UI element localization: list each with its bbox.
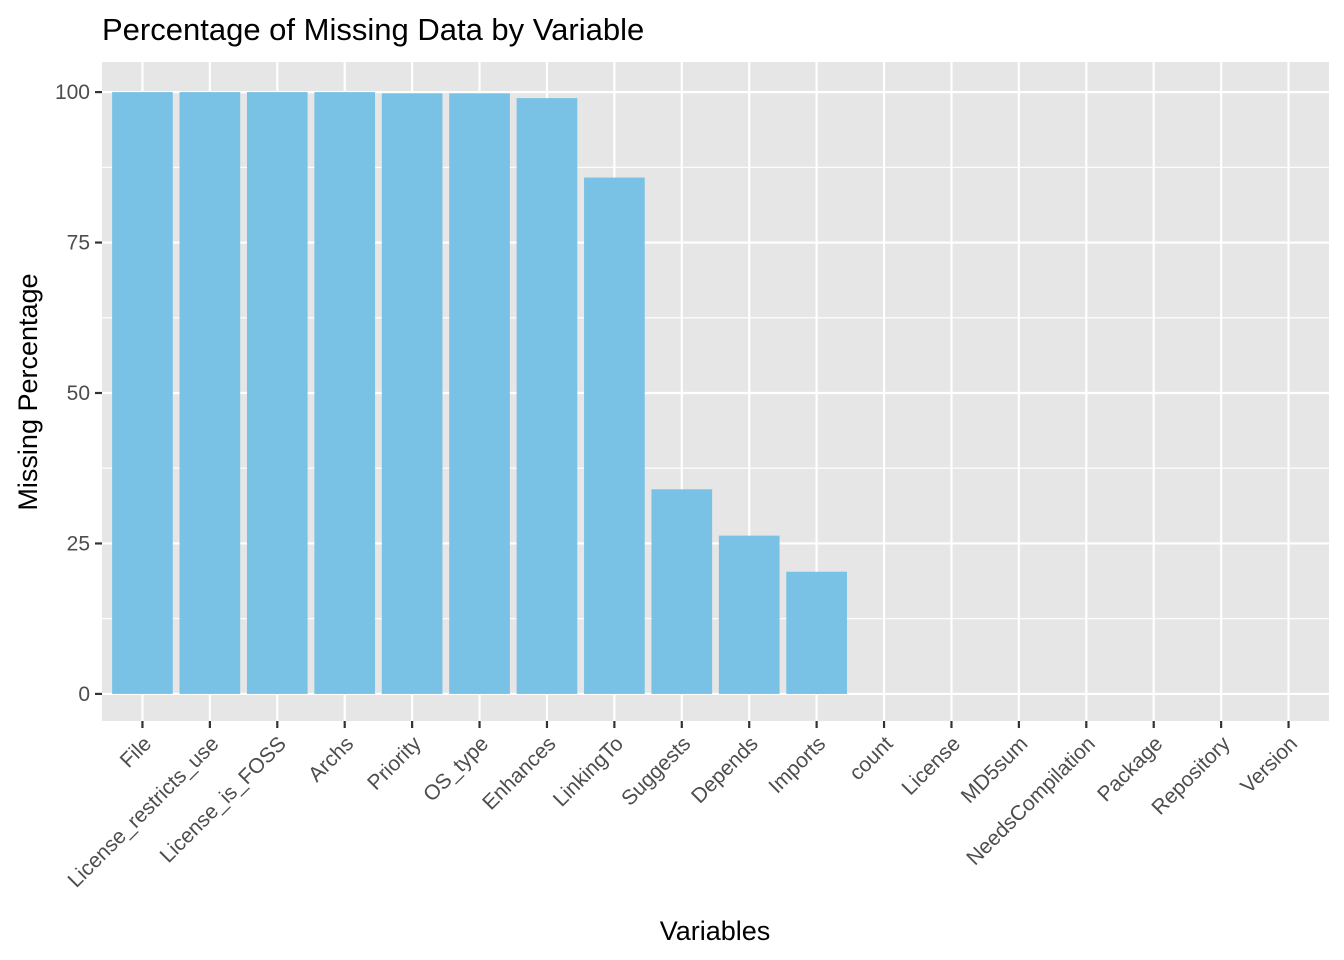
y-tick-label: 100 bbox=[55, 81, 90, 104]
y-axis: 0 25 50 75 100 bbox=[55, 81, 102, 706]
bar bbox=[314, 92, 376, 694]
bar bbox=[651, 489, 713, 694]
bar bbox=[112, 92, 173, 694]
x-tick-label: Imports bbox=[764, 732, 830, 798]
x-tick-label: count bbox=[845, 732, 898, 785]
bar bbox=[584, 177, 645, 694]
y-tick-label: 0 bbox=[78, 683, 90, 706]
y-tick-label: 75 bbox=[67, 232, 90, 255]
x-axis: FileLicense_restricts_useLicense_is_FOSS… bbox=[64, 721, 1302, 892]
x-tick-label: Suggests bbox=[617, 732, 695, 810]
bars bbox=[112, 92, 847, 694]
x-axis-title: Variables bbox=[660, 916, 771, 946]
x-tick-label: License_is_FOSS bbox=[156, 732, 291, 867]
x-tick-label: Enhances bbox=[478, 732, 560, 814]
chart-title: Percentage of Missing Data by Variable bbox=[102, 12, 644, 47]
x-tick-label: Depends bbox=[687, 732, 763, 808]
x-tick-label: Priority bbox=[363, 732, 426, 795]
y-tick-label: 50 bbox=[67, 382, 90, 405]
bar bbox=[381, 93, 443, 694]
bar bbox=[516, 98, 578, 694]
x-tick-label: NeedsCompilation bbox=[962, 732, 1100, 870]
x-tick-label: License bbox=[898, 732, 965, 799]
x-tick-label: Archs bbox=[304, 732, 358, 786]
x-tick-label: File bbox=[116, 732, 156, 772]
bar bbox=[449, 93, 510, 694]
x-tick-label: Version bbox=[1236, 732, 1302, 798]
y-axis-title: Missing Percentage bbox=[13, 273, 43, 510]
bar bbox=[179, 92, 241, 694]
bar bbox=[786, 571, 847, 694]
bar bbox=[246, 92, 308, 694]
bar bbox=[718, 535, 780, 694]
y-tick-label: 25 bbox=[67, 532, 90, 555]
x-tick-label: LinkingTo bbox=[549, 732, 628, 811]
